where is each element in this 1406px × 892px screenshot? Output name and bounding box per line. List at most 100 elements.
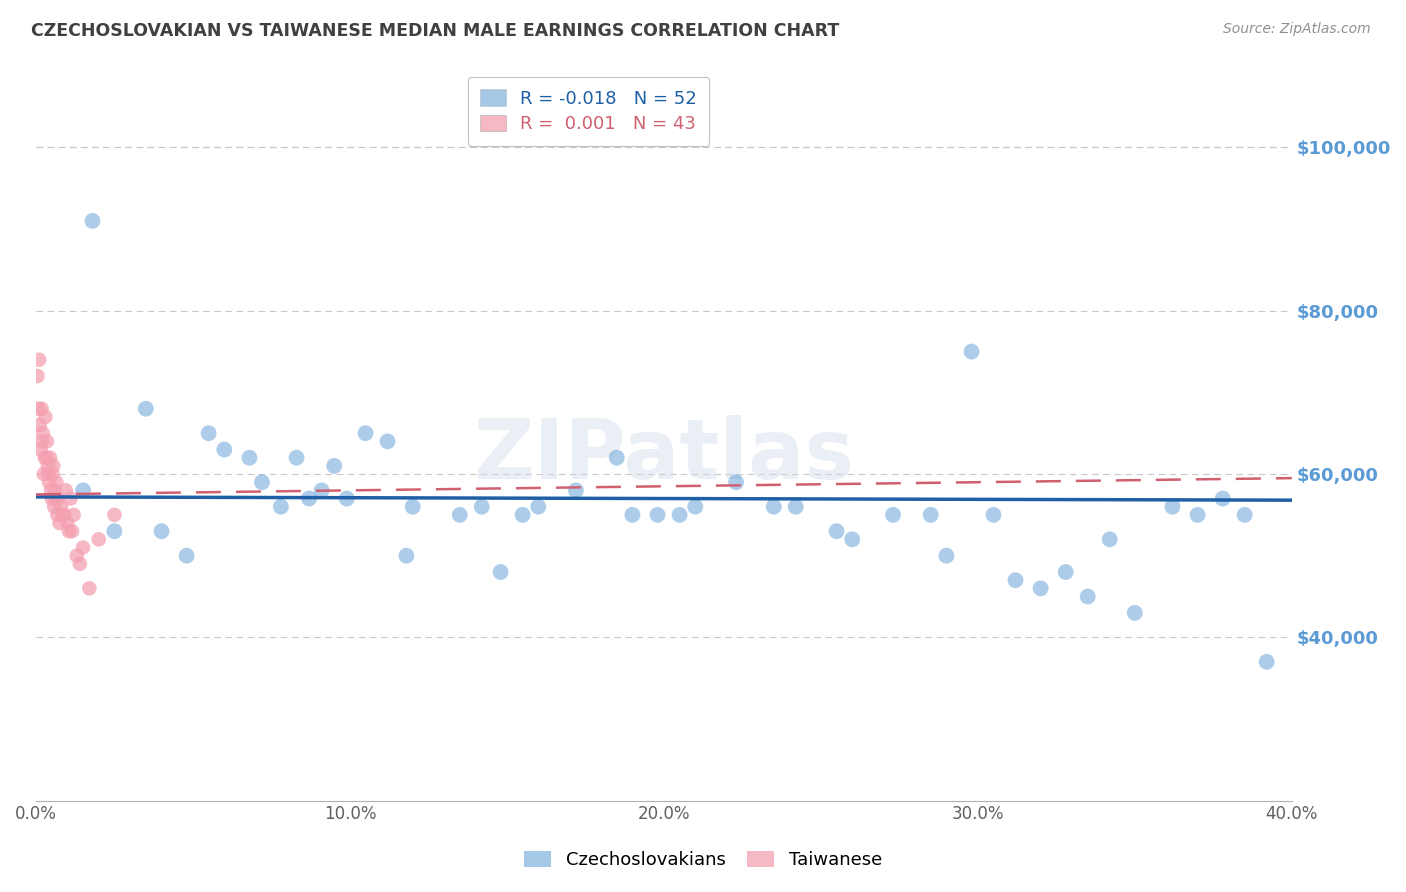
Point	[250, 475, 273, 490]
Point	[725, 475, 748, 490]
Point	[298, 491, 321, 506]
Point	[285, 450, 308, 465]
Point	[72, 483, 94, 498]
Point	[27, 369, 49, 384]
Point	[35, 450, 58, 465]
Point	[79, 582, 101, 596]
Point	[489, 565, 512, 579]
Point	[621, 508, 644, 522]
Point	[28, 352, 51, 367]
Point	[30, 442, 52, 457]
Point	[841, 533, 863, 547]
Point	[197, 426, 219, 441]
Point	[395, 549, 418, 563]
Point	[683, 500, 706, 514]
Point	[34, 450, 56, 465]
Point	[49, 500, 72, 514]
Point	[323, 458, 346, 473]
Point	[565, 483, 588, 498]
Point	[1123, 606, 1146, 620]
Point	[103, 508, 125, 522]
Point	[1054, 565, 1077, 579]
Point	[39, 483, 62, 498]
Point	[41, 491, 63, 506]
Point	[606, 450, 628, 465]
Point	[647, 508, 669, 522]
Point	[785, 500, 807, 514]
Point	[55, 483, 77, 498]
Point	[48, 516, 70, 530]
Point	[72, 541, 94, 555]
Point	[1233, 508, 1256, 522]
Point	[31, 426, 53, 441]
Point	[42, 458, 65, 473]
Point	[527, 500, 550, 514]
Point	[56, 516, 79, 530]
Point	[27, 401, 49, 416]
Point	[66, 549, 89, 563]
Point	[31, 401, 53, 416]
Point	[135, 401, 157, 416]
Point	[82, 214, 104, 228]
Point	[270, 500, 292, 514]
Point	[62, 508, 84, 522]
Point	[1029, 582, 1052, 596]
Point	[471, 500, 494, 514]
Point	[311, 483, 333, 498]
Point	[402, 500, 425, 514]
Point	[32, 467, 55, 481]
Point	[512, 508, 534, 522]
Point	[336, 491, 359, 506]
Text: CZECHOSLOVAKIAN VS TAIWANESE MEDIAN MALE EARNINGS CORRELATION CHART: CZECHOSLOVAKIAN VS TAIWANESE MEDIAN MALE…	[31, 22, 839, 40]
Point	[238, 450, 260, 465]
Point	[1077, 590, 1099, 604]
Point	[825, 524, 848, 539]
Point	[37, 458, 59, 473]
Point	[45, 491, 67, 506]
Point	[28, 418, 51, 433]
Point	[46, 491, 69, 506]
Point	[1187, 508, 1209, 522]
Point	[31, 434, 53, 449]
Point	[377, 434, 399, 449]
Point	[87, 533, 110, 547]
Point	[1004, 573, 1026, 587]
Point	[60, 524, 83, 539]
Point	[1098, 533, 1121, 547]
Point	[44, 483, 66, 498]
Point	[103, 524, 125, 539]
Point	[214, 442, 236, 457]
Point	[53, 508, 76, 522]
Point	[44, 500, 66, 514]
Point	[58, 524, 80, 539]
Point	[150, 524, 173, 539]
Point	[762, 500, 785, 514]
Point	[1256, 655, 1278, 669]
Point	[45, 475, 67, 490]
Point	[920, 508, 942, 522]
Point	[41, 467, 63, 481]
Point	[1161, 500, 1184, 514]
Legend: Czechoslovakians, Taiwanese: Czechoslovakians, Taiwanese	[515, 842, 891, 879]
Point	[39, 450, 62, 465]
Point	[983, 508, 1005, 522]
Legend: R = -0.018   N = 52, R =  0.001   N = 43: R = -0.018 N = 52, R = 0.001 N = 43	[468, 77, 710, 145]
Text: ZIPatlas: ZIPatlas	[474, 416, 855, 496]
Point	[1212, 491, 1234, 506]
Text: Source: ZipAtlas.com: Source: ZipAtlas.com	[1223, 22, 1371, 37]
Point	[46, 508, 69, 522]
Point	[52, 508, 75, 522]
Point	[35, 434, 58, 449]
Point	[38, 475, 60, 490]
Point	[354, 426, 377, 441]
Point	[37, 467, 59, 481]
Point	[59, 491, 82, 506]
Point	[449, 508, 471, 522]
Point	[882, 508, 904, 522]
Point	[668, 508, 690, 522]
Point	[935, 549, 957, 563]
Point	[69, 557, 91, 571]
Point	[960, 344, 983, 359]
Point	[176, 549, 198, 563]
Point	[34, 409, 56, 424]
